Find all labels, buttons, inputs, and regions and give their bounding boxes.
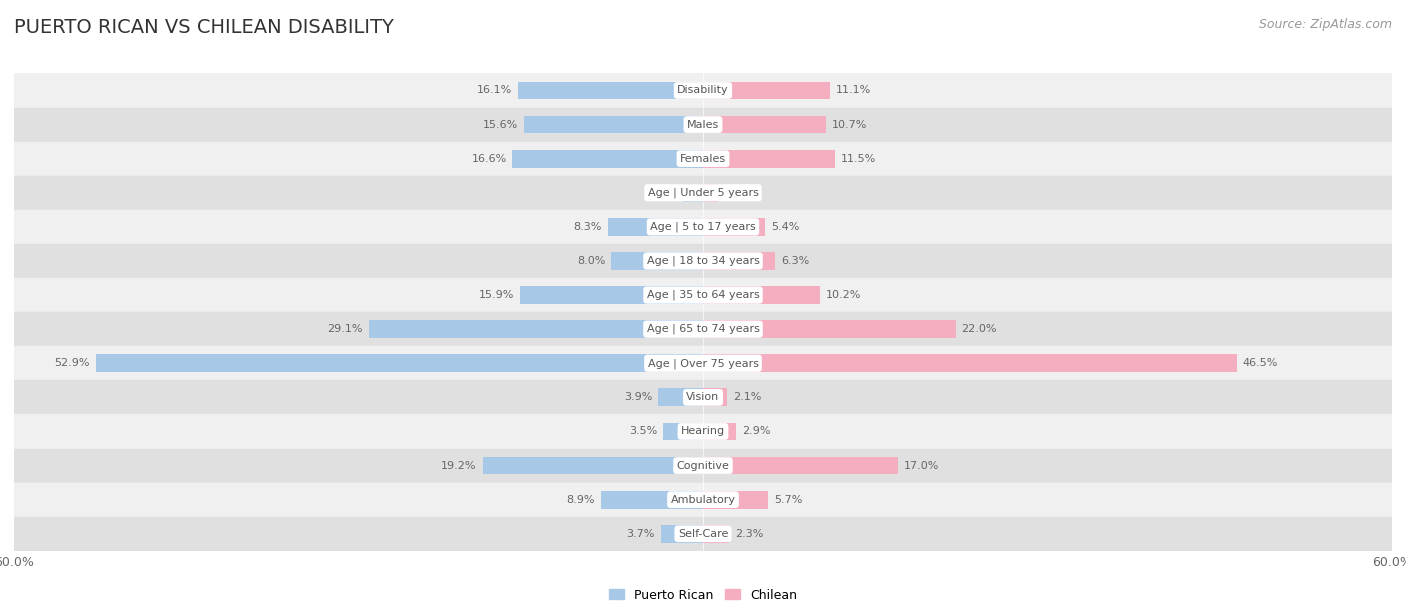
Bar [14, 108, 1392, 141]
Bar [662, 423, 703, 440]
Text: 52.9%: 52.9% [55, 358, 90, 368]
Text: 1.7%: 1.7% [650, 188, 678, 198]
Bar [703, 457, 898, 474]
Bar [703, 252, 775, 270]
Bar [14, 141, 1392, 176]
Text: Age | 35 to 64 years: Age | 35 to 64 years [647, 290, 759, 300]
Bar [703, 81, 831, 99]
Bar [14, 380, 1392, 414]
Text: 15.9%: 15.9% [479, 290, 515, 300]
Text: 16.6%: 16.6% [471, 154, 506, 163]
Bar [14, 73, 1392, 108]
Bar [703, 150, 835, 168]
Legend: Puerto Rican, Chilean: Puerto Rican, Chilean [603, 584, 803, 606]
Text: Vision: Vision [686, 392, 720, 402]
Bar [14, 449, 1392, 483]
Bar [14, 312, 1392, 346]
Text: Ambulatory: Ambulatory [671, 494, 735, 505]
Text: 10.7%: 10.7% [831, 119, 868, 130]
Bar [703, 525, 730, 543]
Bar [703, 116, 825, 133]
Text: Age | 65 to 74 years: Age | 65 to 74 years [647, 324, 759, 334]
Text: 8.0%: 8.0% [576, 256, 606, 266]
Text: 3.7%: 3.7% [627, 529, 655, 539]
Bar [14, 278, 1392, 312]
Text: Age | 5 to 17 years: Age | 5 to 17 years [650, 222, 756, 232]
Text: 8.9%: 8.9% [567, 494, 595, 505]
Bar [520, 286, 703, 304]
Bar [14, 176, 1392, 210]
Text: 2.3%: 2.3% [735, 529, 763, 539]
Bar [524, 116, 703, 133]
Text: 16.1%: 16.1% [477, 86, 512, 95]
Text: PUERTO RICAN VS CHILEAN DISABILITY: PUERTO RICAN VS CHILEAN DISABILITY [14, 18, 394, 37]
Bar [14, 346, 1392, 380]
Text: 3.9%: 3.9% [624, 392, 652, 402]
Bar [683, 184, 703, 201]
Text: Self-Care: Self-Care [678, 529, 728, 539]
Bar [703, 354, 1237, 372]
Text: 2.1%: 2.1% [733, 392, 761, 402]
Text: 11.1%: 11.1% [837, 86, 872, 95]
Text: 1.3%: 1.3% [724, 188, 752, 198]
Bar [14, 414, 1392, 449]
Text: 5.4%: 5.4% [770, 222, 799, 232]
Text: Source: ZipAtlas.com: Source: ZipAtlas.com [1258, 18, 1392, 31]
Bar [368, 320, 703, 338]
Text: Males: Males [688, 119, 718, 130]
Text: 17.0%: 17.0% [904, 461, 939, 471]
Bar [14, 517, 1392, 551]
Bar [512, 150, 703, 168]
Bar [607, 218, 703, 236]
Text: Age | 18 to 34 years: Age | 18 to 34 years [647, 256, 759, 266]
Bar [14, 483, 1392, 517]
Text: 29.1%: 29.1% [328, 324, 363, 334]
Text: 11.5%: 11.5% [841, 154, 876, 163]
Bar [14, 210, 1392, 244]
Bar [703, 320, 956, 338]
Text: 10.2%: 10.2% [825, 290, 862, 300]
Text: 5.7%: 5.7% [775, 494, 803, 505]
Text: 6.3%: 6.3% [782, 256, 810, 266]
Bar [703, 184, 718, 201]
Bar [519, 81, 703, 99]
Text: 19.2%: 19.2% [441, 461, 477, 471]
Text: Disability: Disability [678, 86, 728, 95]
Text: Hearing: Hearing [681, 427, 725, 436]
Bar [703, 491, 769, 509]
Text: 46.5%: 46.5% [1243, 358, 1278, 368]
Text: Cognitive: Cognitive [676, 461, 730, 471]
Text: Females: Females [681, 154, 725, 163]
Bar [482, 457, 703, 474]
Bar [703, 423, 737, 440]
Text: 3.5%: 3.5% [628, 427, 657, 436]
Bar [703, 218, 765, 236]
Text: Age | Under 5 years: Age | Under 5 years [648, 187, 758, 198]
Bar [703, 389, 727, 406]
Bar [612, 252, 703, 270]
Bar [661, 525, 703, 543]
Text: 22.0%: 22.0% [962, 324, 997, 334]
Text: Age | Over 75 years: Age | Over 75 years [648, 358, 758, 368]
Text: 8.3%: 8.3% [574, 222, 602, 232]
Text: 15.6%: 15.6% [482, 119, 519, 130]
Text: 2.9%: 2.9% [742, 427, 770, 436]
Bar [658, 389, 703, 406]
Bar [14, 244, 1392, 278]
Bar [96, 354, 703, 372]
Bar [703, 286, 820, 304]
Bar [600, 491, 703, 509]
